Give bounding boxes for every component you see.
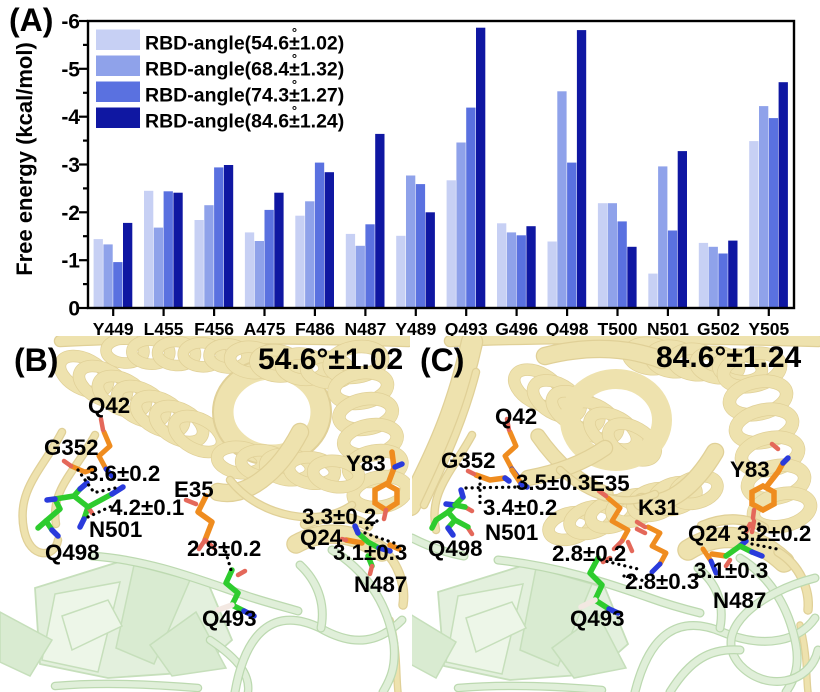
svg-text:Q498: Q498: [45, 540, 100, 565]
svg-text:K31: K31: [638, 495, 679, 520]
svg-text:Q498: Q498: [546, 319, 589, 339]
svg-text:Q493: Q493: [570, 606, 625, 631]
svg-text:2.8±0.2: 2.8±0.2: [552, 541, 626, 566]
svg-text:°: °: [292, 25, 297, 40]
svg-text:°: °: [292, 77, 297, 92]
svg-text:3.3±0.2: 3.3±0.2: [302, 504, 376, 529]
svg-text:-5: -5: [61, 58, 80, 81]
svg-text:3.1±0.3: 3.1±0.3: [694, 558, 768, 583]
svg-text:Y83: Y83: [730, 457, 770, 482]
svg-text:Q493: Q493: [445, 319, 488, 339]
svg-text:N487: N487: [344, 319, 386, 339]
svg-text:0: 0: [68, 298, 80, 321]
svg-text:Q24: Q24: [688, 521, 731, 546]
svg-text:Q42: Q42: [88, 393, 130, 418]
svg-text:°: °: [292, 103, 297, 118]
svg-text:G352: G352: [44, 435, 99, 460]
svg-text:N501: N501: [485, 520, 538, 545]
svg-text:3.1±0.3: 3.1±0.3: [333, 540, 407, 565]
svg-text:Y449: Y449: [93, 319, 134, 339]
svg-text:N487: N487: [354, 572, 407, 597]
svg-text:-3: -3: [61, 154, 80, 177]
svg-text:G502: G502: [697, 319, 740, 339]
svg-text:Q24: Q24: [300, 525, 343, 550]
svg-text:N501: N501: [89, 517, 142, 542]
svg-text:-2: -2: [61, 202, 80, 225]
svg-text:3.2±0.2: 3.2±0.2: [737, 521, 811, 546]
svg-text:N501: N501: [647, 319, 689, 339]
svg-text:F486: F486: [295, 319, 335, 339]
svg-text:Y489: Y489: [395, 319, 436, 339]
svg-text:N487: N487: [713, 588, 766, 613]
svg-text:G352: G352: [441, 448, 496, 473]
svg-text:-6: -6: [61, 11, 80, 34]
svg-text:-4: -4: [61, 106, 80, 129]
svg-text:Q42: Q42: [495, 404, 537, 429]
svg-text:4.2±0.1: 4.2±0.1: [110, 495, 184, 520]
svg-text:°: °: [292, 51, 297, 66]
svg-text:A475: A475: [244, 319, 286, 339]
svg-text:(B): (B): [14, 342, 58, 378]
svg-text:Q498: Q498: [428, 536, 483, 561]
svg-text:54.6°±1.02: 54.6°±1.02: [258, 343, 403, 376]
svg-text:2.8±0.2: 2.8±0.2: [187, 536, 261, 561]
svg-text:84.6°±1.24: 84.6°±1.24: [656, 341, 802, 374]
svg-text:(C): (C): [420, 342, 464, 378]
svg-text:3.5±0.3: 3.5±0.3: [516, 470, 590, 495]
svg-text:L455: L455: [144, 319, 184, 339]
svg-text:RBD-angle(74.3±1.27): RBD-angle(74.3±1.27): [145, 85, 344, 107]
svg-text:3.4±0.2: 3.4±0.2: [483, 495, 557, 520]
svg-text:E35: E35: [590, 471, 630, 496]
svg-text:3.6±0.2: 3.6±0.2: [86, 461, 160, 486]
svg-text:F456: F456: [194, 319, 234, 339]
svg-text:Y505: Y505: [748, 319, 789, 339]
svg-text:RBD-angle(84.6±1.24): RBD-angle(84.6±1.24): [145, 111, 344, 133]
svg-text:G496: G496: [495, 319, 538, 339]
svg-text:E35: E35: [174, 477, 214, 502]
svg-text:Q493: Q493: [202, 606, 257, 631]
svg-text:-1: -1: [61, 250, 80, 273]
svg-text:T500: T500: [598, 319, 638, 339]
svg-text:RBD-angle(54.6±1.02): RBD-angle(54.6±1.02): [145, 33, 344, 55]
svg-text:Y83: Y83: [346, 451, 386, 476]
svg-text:2.8±0.3: 2.8±0.3: [625, 569, 699, 594]
svg-text:(A): (A): [9, 2, 53, 38]
svg-text:Free energy (kcal/mol): Free energy (kcal/mol): [12, 42, 37, 276]
svg-text:RBD-angle(68.4±1.32): RBD-angle(68.4±1.32): [145, 59, 344, 81]
